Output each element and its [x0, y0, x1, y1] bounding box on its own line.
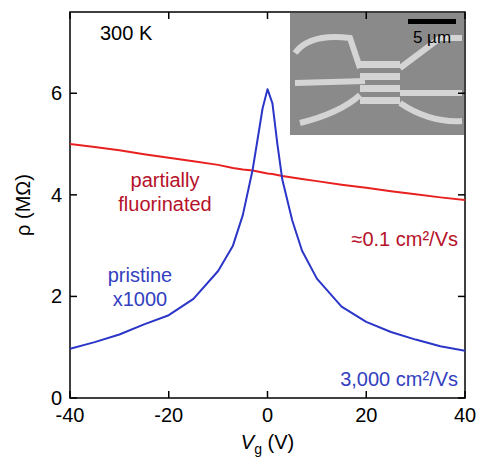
annotation: 5 µm [413, 28, 451, 47]
inset-electrode [295, 37, 360, 68]
y-tick [458, 93, 465, 95]
x-tick [69, 391, 71, 398]
annotation: pristinex1000 [108, 264, 172, 310]
x-tick-label: -20 [154, 404, 183, 426]
inset-electrode [295, 81, 365, 83]
inset-electrode [400, 103, 462, 121]
y-tick-label: 0 [51, 387, 62, 409]
chart: -40-20020400246ρ (MΩ)Vg (V)300 Kpartiall… [0, 0, 488, 466]
x-tick [366, 391, 368, 398]
y-axis-title: ρ (MΩ) [12, 174, 34, 236]
plot-frame [70, 12, 465, 398]
y-tick-label: 4 [51, 184, 62, 206]
inset-scale-bar [408, 19, 456, 24]
x-tick-label: 0 [262, 404, 273, 426]
inset-background [290, 13, 464, 135]
annotations: 300 K partiallyfluorinated ≈0.1 cm²/Vs pris… [100, 22, 458, 390]
x-tick [168, 391, 170, 398]
x-tick [267, 12, 269, 19]
inset-electrode [300, 95, 360, 123]
annotation: partiallyfluorinated [118, 169, 211, 215]
annotation: 300 K [100, 22, 153, 44]
y-tick [70, 194, 77, 196]
annotation: 3,000 cm²/Vs [340, 368, 458, 390]
inset-bar [360, 73, 400, 80]
x-axis-title: Vg (V) [241, 431, 294, 457]
x-tick [168, 12, 170, 19]
inset-bar [360, 97, 400, 104]
y-tick [70, 93, 77, 95]
y-tick-label: 6 [51, 82, 62, 104]
y-tick-label: 2 [51, 285, 62, 307]
ticks: -40-20020400246 [51, 12, 476, 426]
x-tick [464, 12, 466, 19]
lines [70, 89, 465, 351]
series-line [70, 144, 465, 200]
x-tick-label: 20 [355, 404, 377, 426]
y-tick [458, 194, 465, 196]
inset-bar [360, 61, 400, 68]
annotation: ≈0.1 cm²/Vs [351, 228, 458, 250]
x-tick-label: 40 [454, 404, 476, 426]
inset-electrode [400, 90, 462, 96]
y-tick [458, 296, 465, 298]
x-tick [267, 391, 269, 398]
y-tick [458, 397, 465, 399]
x-tick [69, 12, 71, 19]
x-tick [464, 391, 466, 398]
y-tick [70, 296, 77, 298]
inset-image [290, 13, 464, 135]
y-tick [70, 397, 77, 399]
series-line [70, 89, 465, 351]
inset-bar [360, 85, 400, 92]
x-tick [366, 12, 368, 19]
